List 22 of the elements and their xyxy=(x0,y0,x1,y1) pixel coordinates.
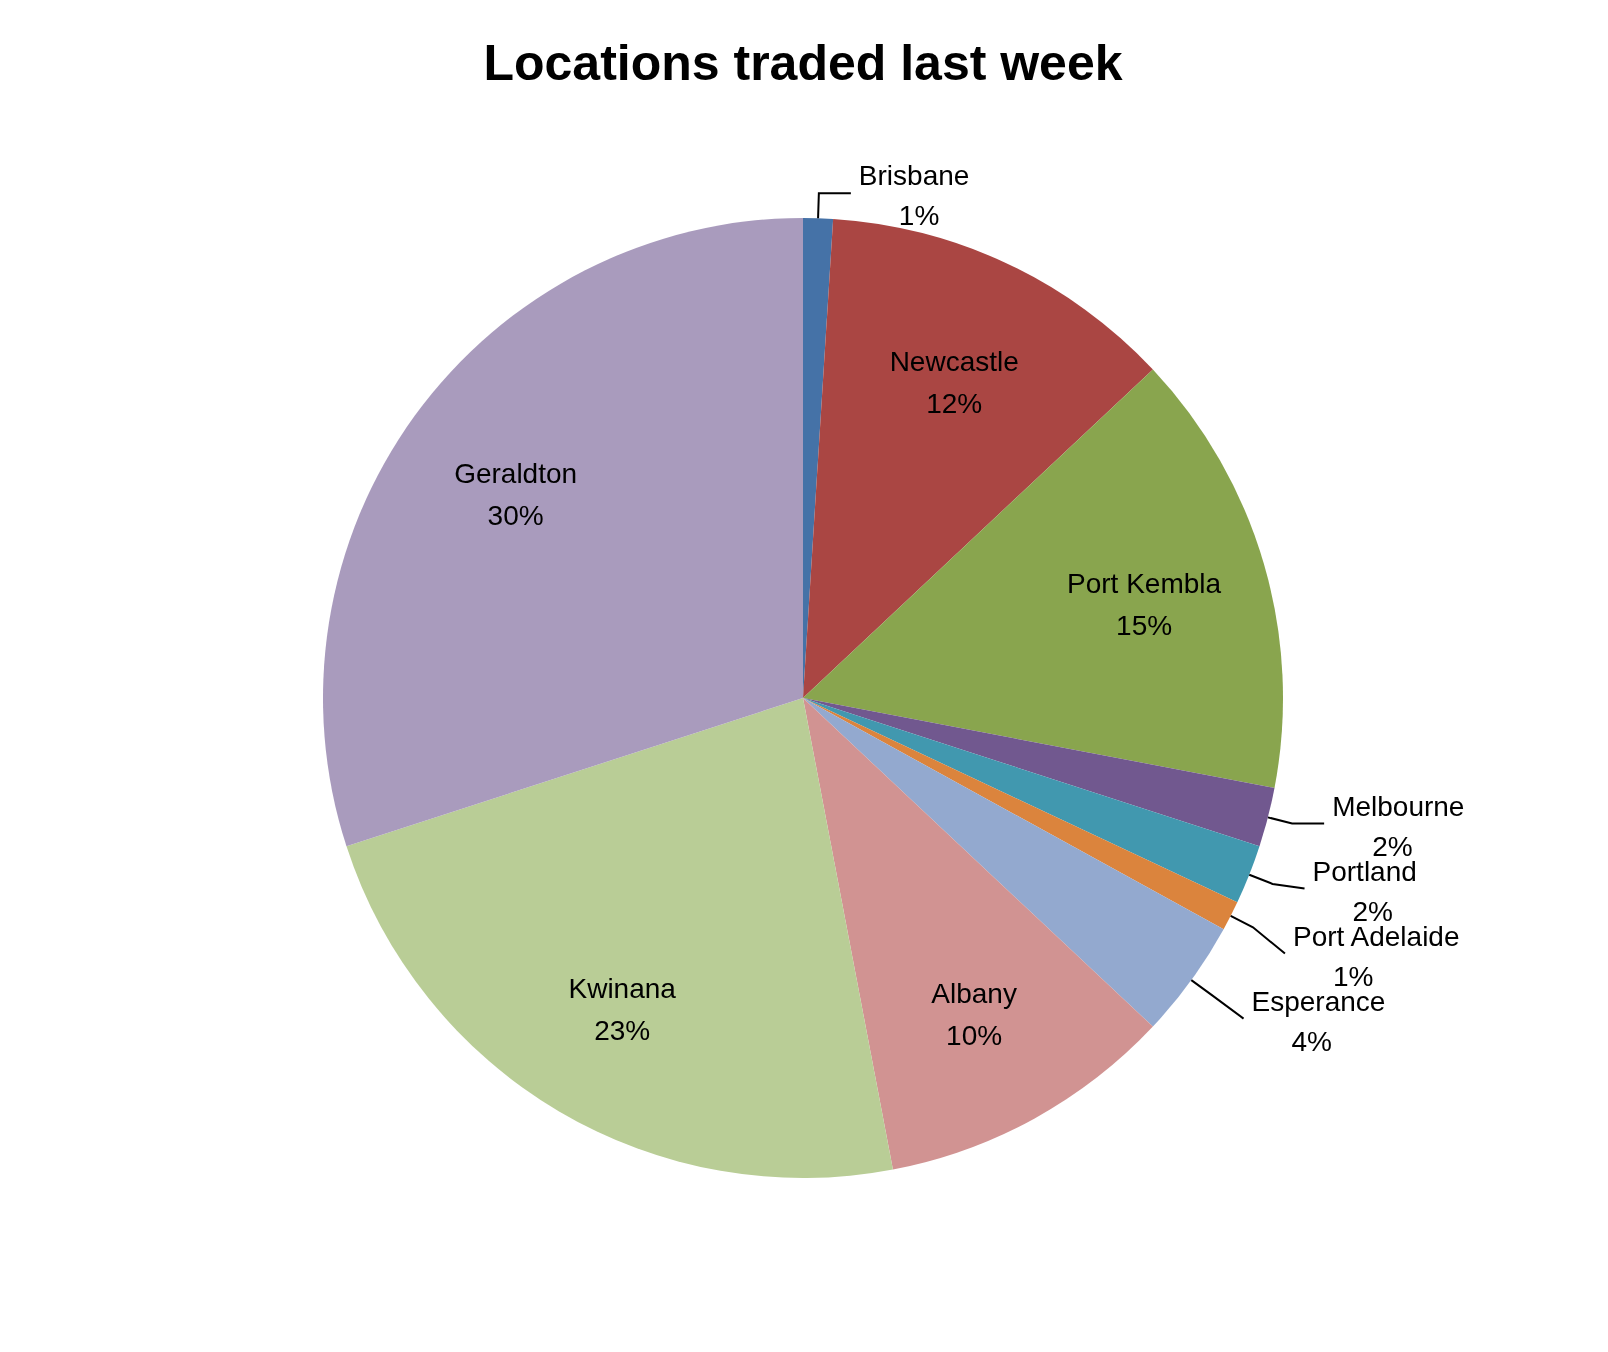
data-label: 10% xyxy=(946,1020,1003,1052)
pie-slice xyxy=(803,698,1260,903)
pie-slice xyxy=(803,698,1153,1170)
slice-label: Brisbane xyxy=(858,160,970,192)
slice-label: Albany xyxy=(931,978,1017,1010)
slice-label: Geraldton xyxy=(454,458,578,490)
data-label: 23% xyxy=(594,1014,651,1046)
slice-label: Newcastle xyxy=(889,345,1019,377)
pie-slice xyxy=(803,698,1224,1027)
data-label: 12% xyxy=(926,387,983,419)
pie-slice xyxy=(346,698,893,1178)
pie-slice xyxy=(803,369,1283,788)
pie-slice xyxy=(803,698,1275,847)
slice-label: Melbourne xyxy=(1332,790,1465,822)
data-label: 4% xyxy=(1291,1025,1333,1057)
data-label: 1% xyxy=(898,200,940,232)
data-label: 15% xyxy=(1116,609,1173,641)
chart-title: Locations traded last week xyxy=(482,34,1124,93)
slice-label: Kwinana xyxy=(568,972,677,1004)
pie-slice xyxy=(323,218,803,847)
slice-label: Port Kembla xyxy=(1067,567,1222,599)
data-label: 30% xyxy=(487,500,544,532)
